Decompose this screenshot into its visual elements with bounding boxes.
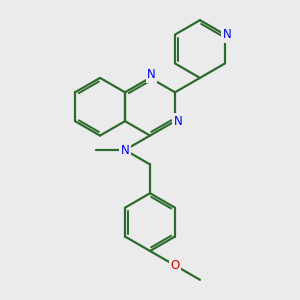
Text: N: N bbox=[223, 28, 232, 41]
Text: N: N bbox=[173, 115, 182, 128]
Text: N: N bbox=[147, 68, 156, 82]
Text: N: N bbox=[121, 143, 129, 157]
Text: O: O bbox=[170, 259, 180, 272]
